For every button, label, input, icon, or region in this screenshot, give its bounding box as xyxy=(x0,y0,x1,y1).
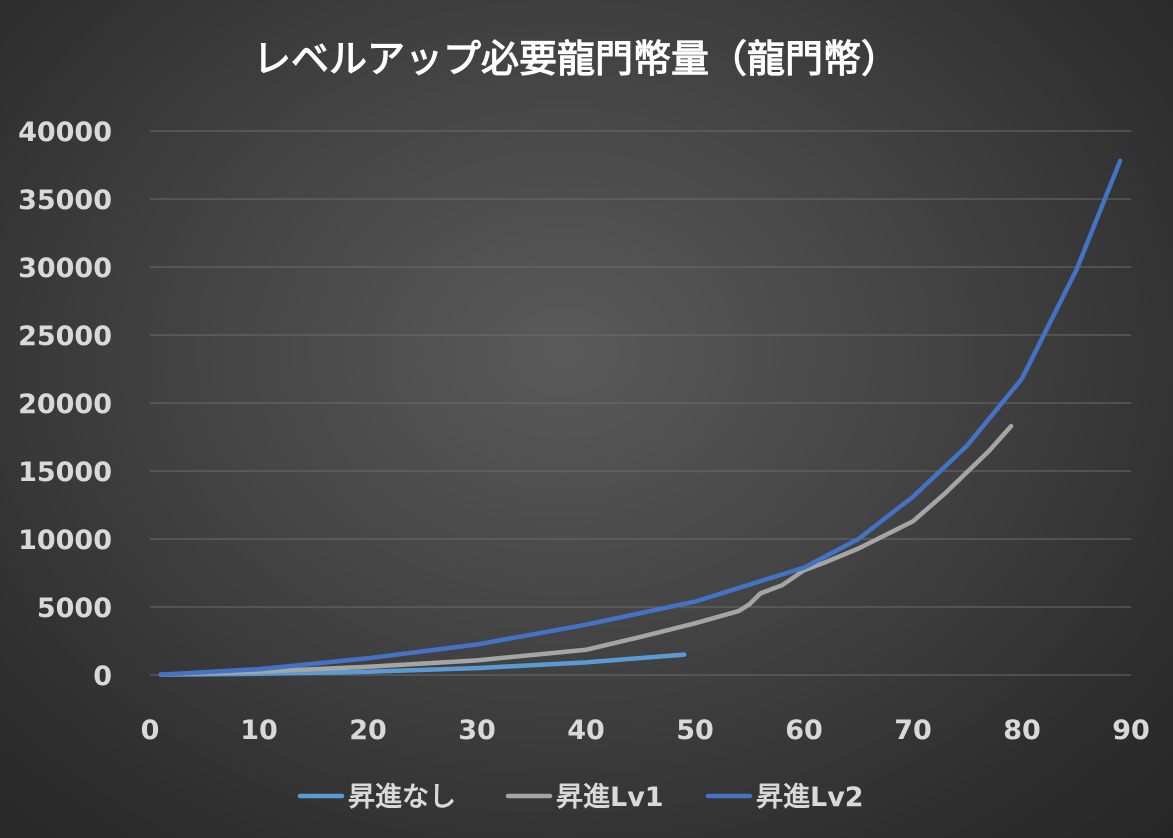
y-tick-label: 40000 xyxy=(18,117,112,148)
x-tick-label: 30 xyxy=(458,715,496,746)
y-tick-label: 30000 xyxy=(18,253,112,284)
legend-item: 昇進Lv2 xyxy=(705,782,864,813)
x-tick-label: 70 xyxy=(894,715,932,746)
y-tick-label: 20000 xyxy=(18,389,112,420)
legend-label: 昇進なし xyxy=(348,782,456,813)
series-line-3 xyxy=(158,158,1123,677)
x-tick-label: 20 xyxy=(349,715,387,746)
y-tick-label: 0 xyxy=(93,661,112,692)
y-tick-label: 10000 xyxy=(18,525,112,556)
chart-title: レベルアップ必要龍門幣量（龍門幣） xyxy=(253,37,899,81)
x-tick-label: 80 xyxy=(1003,715,1041,746)
grid-lines xyxy=(150,130,1131,676)
y-tick-label: 25000 xyxy=(18,321,112,352)
x-tick-label: 40 xyxy=(567,715,605,746)
x-tick-label: 50 xyxy=(676,715,714,746)
series-lines xyxy=(158,158,1123,677)
legend-item: 昇進なし xyxy=(297,782,456,813)
y-tick-label: 35000 xyxy=(18,185,112,216)
y-axis-ticks: 0 5000 10000 15000 20000 25000 30000 35000 40000 xyxy=(18,117,112,692)
legend-label: 昇進Lv1 xyxy=(556,782,664,813)
x-axis-ticks: 0 10 20 30 40 50 60 70 80 90 xyxy=(141,715,1150,746)
x-tick-label: 0 xyxy=(141,715,160,746)
legend: 昇進なし 昇進Lv1 昇進Lv2 xyxy=(297,782,864,813)
x-tick-label: 60 xyxy=(785,715,823,746)
x-tick-label: 10 xyxy=(240,715,278,746)
series-line-2 xyxy=(158,423,1014,677)
legend-item: 昇進Lv1 xyxy=(505,782,664,813)
y-tick-label: 5000 xyxy=(37,593,112,624)
x-tick-label: 90 xyxy=(1112,715,1150,746)
legend-label: 昇進Lv2 xyxy=(756,782,864,813)
y-tick-label: 15000 xyxy=(18,457,112,488)
